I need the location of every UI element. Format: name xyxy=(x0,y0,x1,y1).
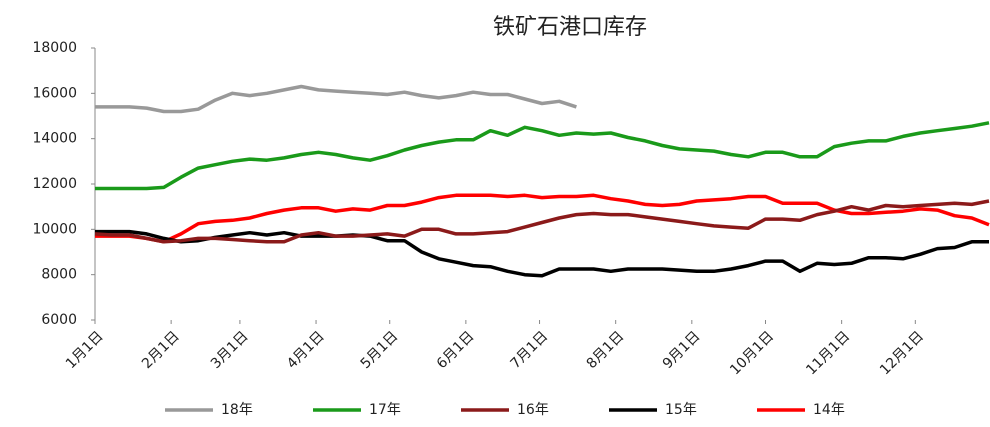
x-tick-label: 10月1日 xyxy=(727,328,777,378)
x-tick-label: 9月1日 xyxy=(660,328,704,372)
x-tick-label: 12月1日 xyxy=(877,328,927,378)
y-tick-label: 14000 xyxy=(32,131,77,147)
legend-label: 16年 xyxy=(517,402,549,418)
x-tick-label: 2月1日 xyxy=(139,328,183,372)
legend-label: 18年 xyxy=(221,402,253,418)
x-tick-label: 1月1日 xyxy=(63,328,107,372)
y-tick-label: 10000 xyxy=(32,221,77,237)
legend-label: 14年 xyxy=(813,402,845,418)
x-tick-label: 7月1日 xyxy=(507,328,551,372)
x-tick-label: 6月1日 xyxy=(434,328,478,372)
chart-title: 铁矿石港口库存 xyxy=(493,15,647,40)
legend-label: 17年 xyxy=(369,402,401,418)
x-tick-label: 3月1日 xyxy=(208,328,252,372)
series-line xyxy=(95,84,577,114)
series-line xyxy=(95,229,989,278)
y-tick-label: 18000 xyxy=(32,40,77,56)
y-tick-label: 16000 xyxy=(32,85,77,101)
y-tick-label: 6000 xyxy=(41,312,77,328)
legend-label: 15年 xyxy=(665,402,697,418)
series-line xyxy=(95,121,990,191)
y-tick-label: 12000 xyxy=(32,176,77,192)
x-tick-label: 5月1日 xyxy=(358,328,402,372)
y-tick-label: 8000 xyxy=(41,267,77,283)
x-tick-label: 8月1日 xyxy=(584,328,628,372)
series-line xyxy=(94,199,990,244)
x-tick-label: 11月1日 xyxy=(803,328,853,378)
x-tick-label: 4月1日 xyxy=(284,328,328,372)
